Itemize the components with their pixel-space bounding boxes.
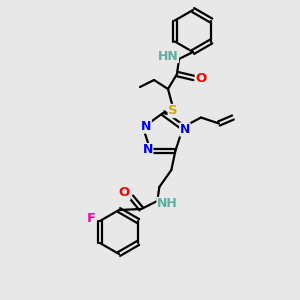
Text: HN: HN <box>158 50 178 62</box>
Text: F: F <box>86 212 95 226</box>
Text: O: O <box>195 71 207 85</box>
Text: O: O <box>119 187 130 200</box>
Text: N: N <box>142 143 153 157</box>
Text: NH: NH <box>157 197 178 211</box>
Text: S: S <box>168 104 178 118</box>
Text: N: N <box>180 123 190 136</box>
Text: N: N <box>141 120 151 133</box>
